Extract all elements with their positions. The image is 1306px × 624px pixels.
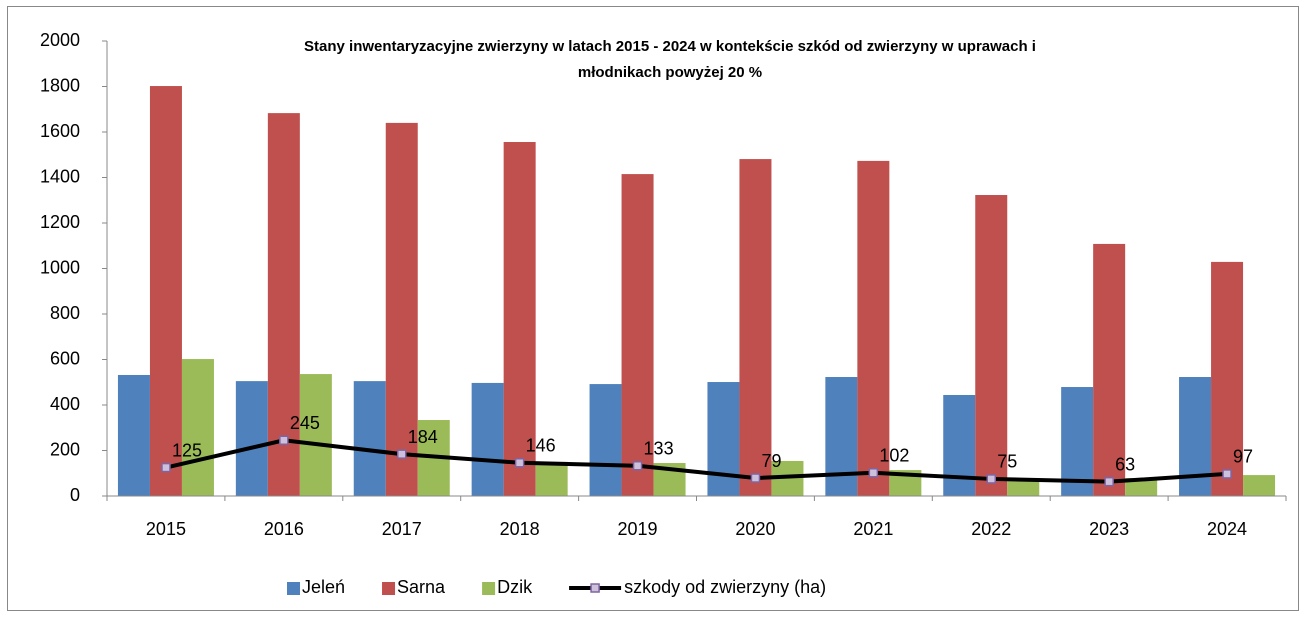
y-tick-label: 200 [50,439,80,459]
bar [857,160,890,496]
line-marker [868,468,879,478]
line-marker [279,435,289,446]
bar [943,394,976,496]
x-tick-label: 2017 [382,519,422,539]
x-tick-label: 2023 [1089,519,1129,539]
y-tick-label: 600 [50,348,80,368]
line-marker [161,462,171,473]
line-marker [750,473,761,483]
legend-marker [590,583,600,593]
legend-swatch [382,582,396,595]
line-marker [514,458,525,468]
y-tick-label: 1800 [40,75,80,95]
data-label: 245 [290,413,320,433]
bar [503,142,536,496]
data-label: 79 [761,451,781,471]
legend-label: Sarna [397,577,446,597]
bar [1211,261,1244,496]
line-marker [986,474,996,484]
data-label: 102 [879,446,909,466]
data-label: 97 [1233,447,1253,467]
x-tick-label: 2018 [500,519,540,539]
bar [1125,478,1158,496]
line-marker [632,460,643,471]
bar [385,122,418,497]
line-marker [1222,469,1232,479]
legend-label: szkody od zwierzyny (ha) [624,577,826,597]
data-label: 146 [526,436,556,456]
x-tick-label: 2016 [264,519,304,539]
bar [235,381,268,496]
data-label: 75 [997,452,1017,472]
data-label: 184 [408,427,438,447]
bar [589,384,622,496]
x-tick-label: 2024 [1207,519,1247,539]
line-marker [397,449,407,459]
legend-label: Dzik [497,577,533,597]
x-tick-label: 2021 [853,519,893,539]
bar [535,461,568,496]
legend-swatch [482,582,496,595]
chart-title: Stany inwentaryzacyjne zwierzyny w latac… [304,38,1036,55]
line-marker [1104,476,1114,487]
bar [181,359,214,496]
data-label: 133 [644,438,674,458]
line [165,438,1228,484]
y-tick-label: 800 [50,303,80,323]
legend-label: Jeleń [302,577,345,597]
data-label: 125 [172,440,202,460]
bar [825,377,858,496]
x-tick-label: 2015 [146,519,186,539]
bar [739,159,772,496]
bar [1061,387,1094,496]
bar [117,374,150,496]
chart-title: młodnikach powyżej 20 % [578,64,762,81]
bar [149,86,182,497]
x-tick-label: 2019 [618,519,658,539]
y-tick-label: 1600 [40,121,80,141]
bar [353,381,386,496]
data-label: 63 [1115,454,1135,474]
y-tick-label: 1200 [40,212,80,232]
bar [707,382,740,496]
bar [299,374,332,496]
x-tick-label: 2022 [971,519,1011,539]
bar [267,113,300,497]
y-tick-label: 0 [70,485,80,505]
bar [621,174,654,496]
bar [1243,475,1276,496]
bar [1093,243,1126,496]
y-tick-label: 1000 [40,257,80,277]
y-tick-label: 400 [50,394,80,414]
bar [975,195,1008,496]
y-tick-label: 2000 [40,30,80,50]
x-tick-label: 2020 [735,519,775,539]
bar [471,382,504,496]
bar [1007,478,1040,496]
y-tick-label: 1400 [40,166,80,186]
legend-swatch [287,582,300,595]
